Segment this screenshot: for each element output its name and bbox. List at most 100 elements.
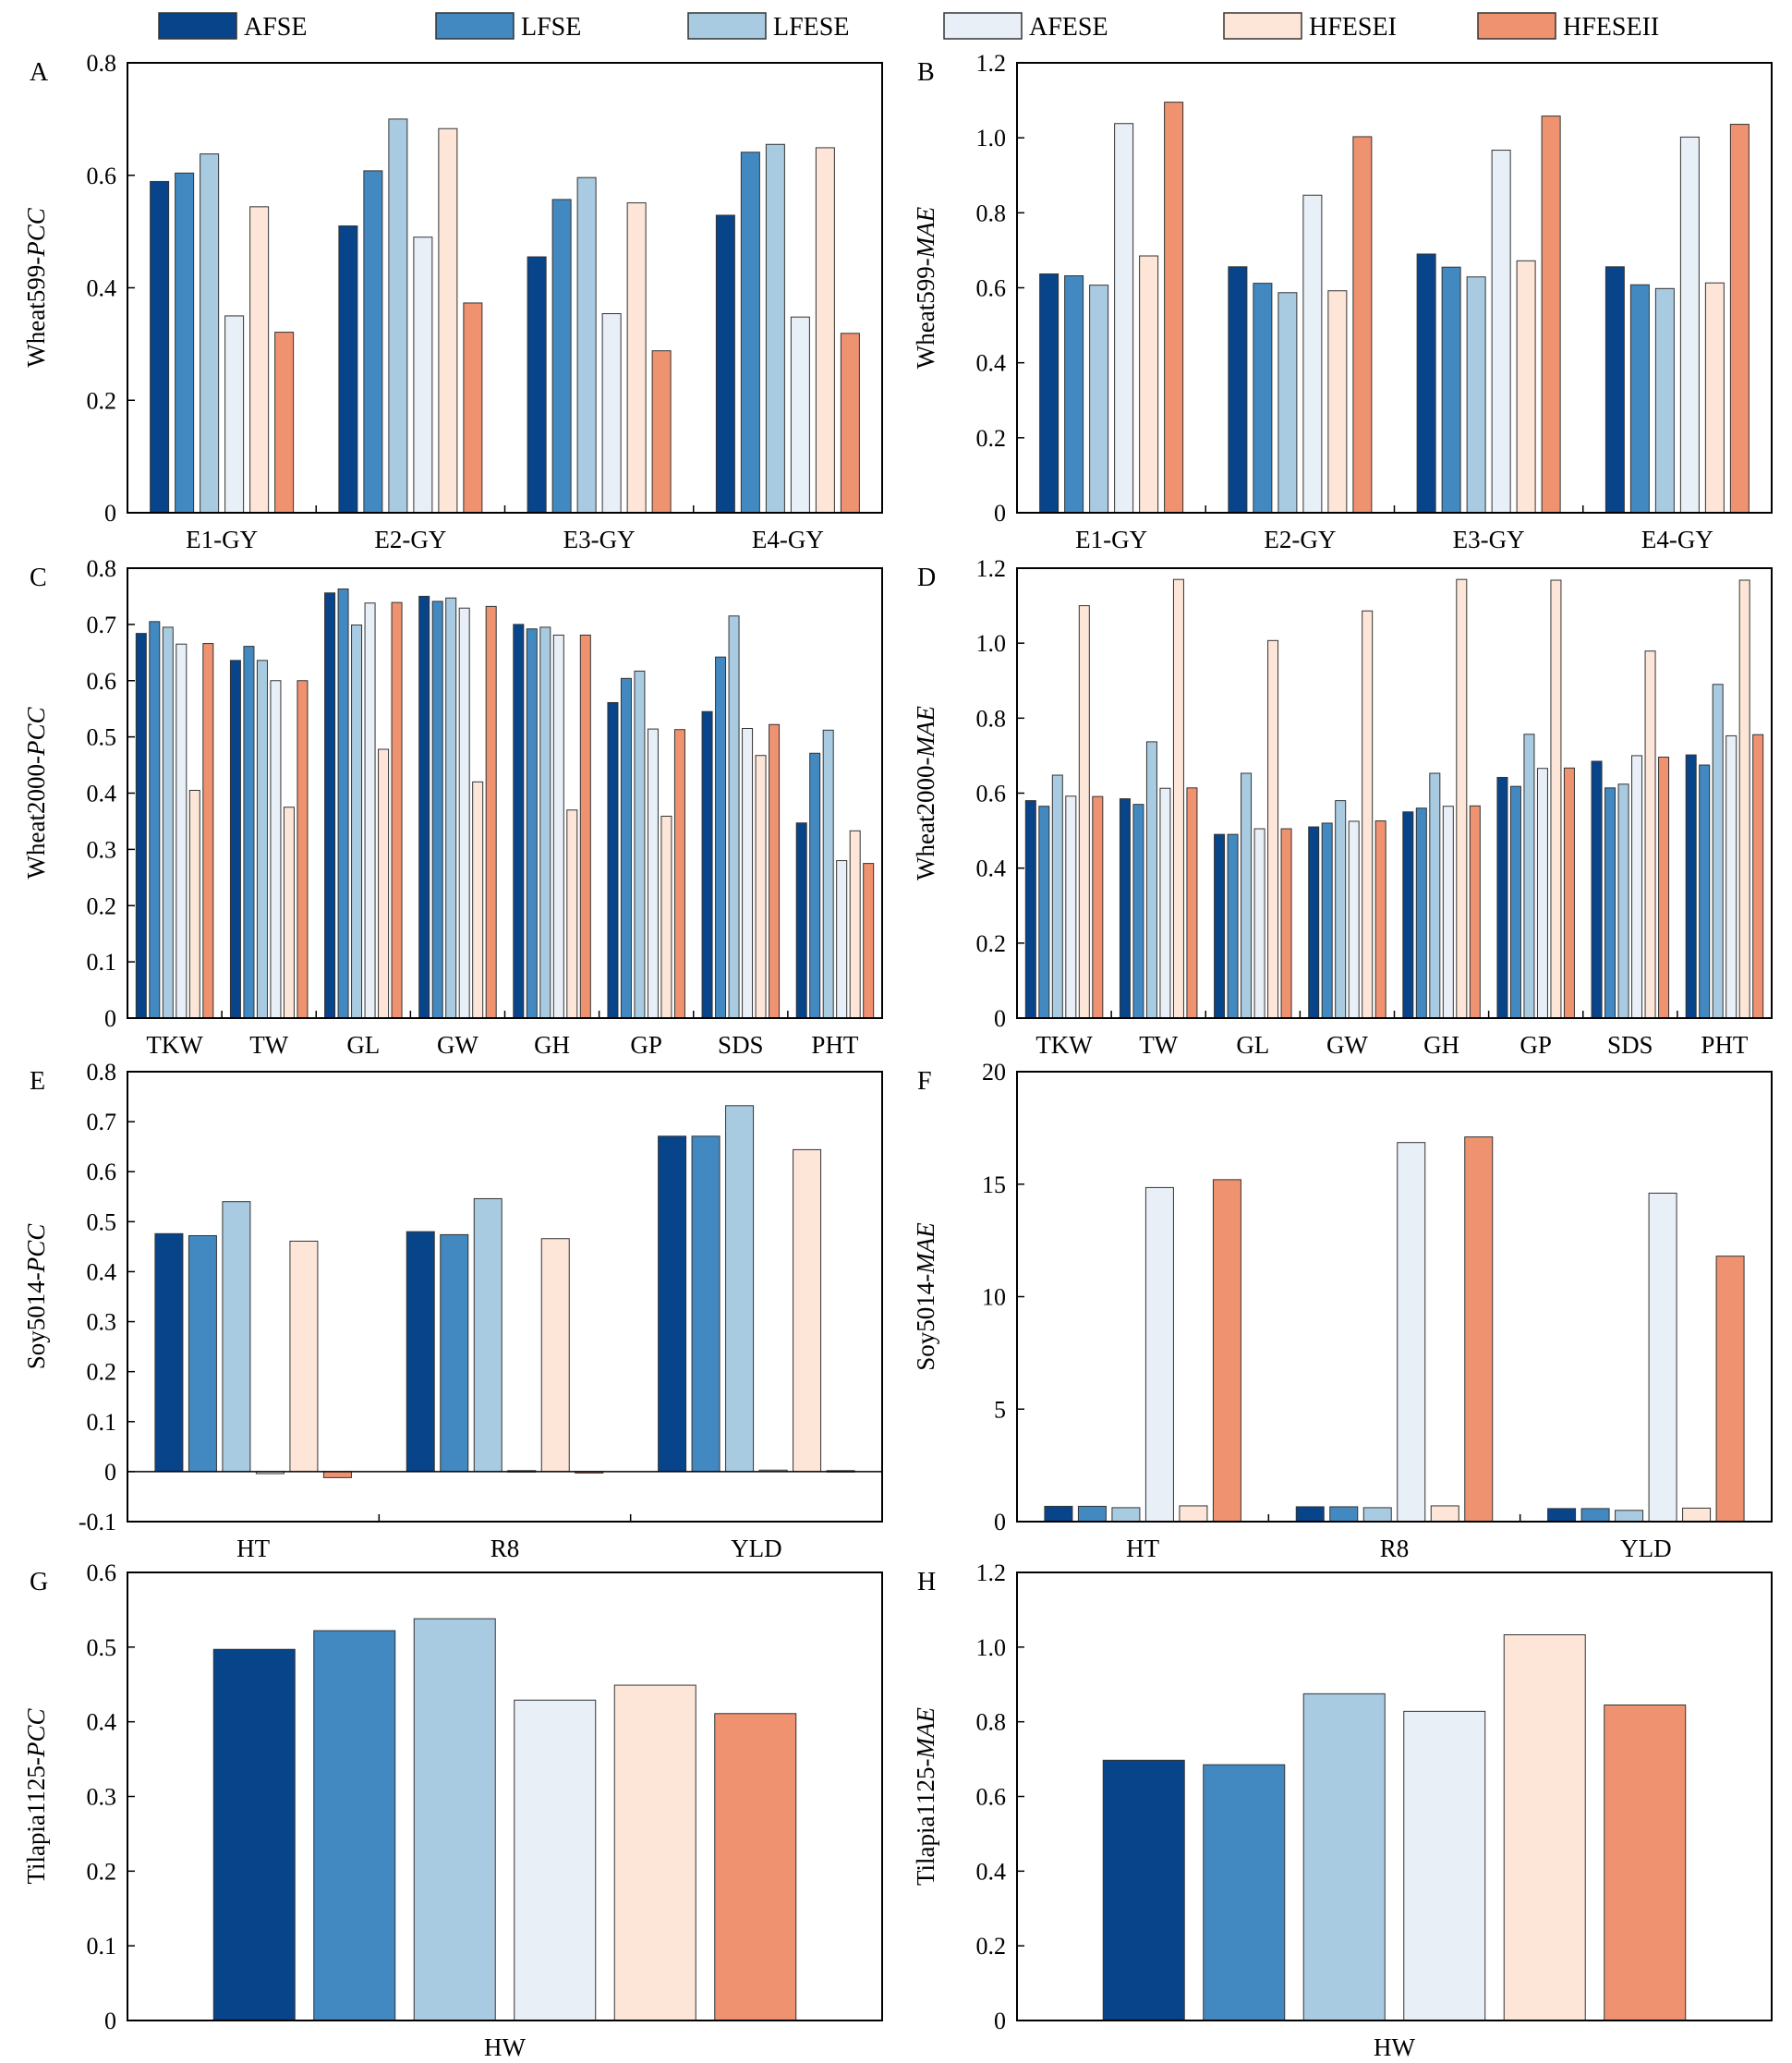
panel-d: D 0 0.2 0.4 0.6 0.8 1.0 1.2 Wheat2000-MAE TKW TW GL… bbox=[912, 555, 1773, 1059]
y-axis-label: Tilapia1125-PCC bbox=[22, 1707, 50, 1884]
legend-item-hfeseii: HFESEII bbox=[1477, 12, 1659, 42]
bar-afse-gp bbox=[1496, 776, 1508, 1019]
legend-item-lfese: LFESE bbox=[687, 12, 849, 42]
bar-hfeseii-pht bbox=[863, 863, 875, 1019]
y-tick-label: 0 bbox=[104, 2008, 116, 2034]
bar-lfse-e4-gy bbox=[1629, 284, 1650, 514]
y-axis-label: Wheat599-MAE bbox=[912, 206, 939, 369]
bar-afese-gl bbox=[1253, 828, 1265, 1019]
legend-item-afese: AFESE bbox=[943, 12, 1108, 42]
x-tick-label: SDS bbox=[1607, 1031, 1653, 1059]
legend-swatch bbox=[1477, 12, 1556, 40]
y-tick-label: 0.8 bbox=[976, 1709, 1007, 1736]
bar-lfese-gh bbox=[1429, 772, 1441, 1019]
x-tick-label: PHT bbox=[1701, 1031, 1749, 1059]
y-tick-label: 0.4 bbox=[976, 1858, 1007, 1885]
x-tick-label: GH bbox=[534, 1031, 570, 1059]
bar-hfeseii-yld bbox=[1715, 1256, 1745, 1523]
bar-afese-tkw bbox=[176, 643, 188, 1019]
bar-lfse-tw bbox=[1132, 804, 1144, 1019]
bar-afse-sds bbox=[1591, 760, 1603, 1019]
legend-swatch bbox=[943, 12, 1023, 40]
y-axis-label-prefix: Wheat2000- bbox=[22, 756, 50, 879]
bar-hfesei-gh bbox=[566, 809, 578, 1019]
bar-lfese-pht bbox=[1712, 684, 1724, 1019]
bar-lfese-e4-gy bbox=[1654, 287, 1675, 514]
bar-lfse-yld bbox=[691, 1135, 720, 1473]
bar-afse-yld bbox=[658, 1135, 687, 1473]
bar-afese-hw bbox=[1403, 1710, 1486, 2021]
bar-hfesei-tkw bbox=[188, 789, 200, 1019]
panel-a: A 0 0.2 0.4 0.6 0.8 Wheat599-PCC E1-GY E2-GY E3-G… bbox=[22, 50, 883, 553]
bar-afese-tw bbox=[1159, 787, 1171, 1019]
y-tick-label: 1.2 bbox=[976, 555, 1007, 582]
bar-lfse-hw bbox=[1203, 1764, 1286, 2021]
y-tick-label: 0.2 bbox=[87, 1858, 117, 1885]
bar-afese-pht bbox=[836, 860, 848, 1019]
y-tick-label: 0.2 bbox=[976, 930, 1007, 957]
x-tick-label: E2-GY bbox=[1264, 526, 1336, 553]
panel-letter: F bbox=[917, 1067, 932, 1096]
bar-afse-gl bbox=[324, 592, 336, 1019]
x-tick-label: YLD bbox=[731, 1535, 782, 1562]
legend: AFSE LFSE LFESE AFESE HFESEI HFESEII bbox=[158, 12, 1659, 42]
legend-swatch bbox=[1223, 12, 1302, 40]
bar-hfeseii-e3-gy bbox=[651, 350, 672, 514]
bar-lfese-e2-gy bbox=[1277, 292, 1298, 514]
bar-lfese-gh bbox=[539, 626, 551, 1019]
bar-afse-yld bbox=[1547, 1508, 1577, 1523]
bar-lfse-gp bbox=[620, 677, 632, 1019]
bar-hfeseii-gl bbox=[1280, 828, 1292, 1019]
bar-lfese-e4-gy bbox=[765, 143, 785, 514]
x-tick-label: TKW bbox=[1035, 1031, 1093, 1059]
bar-lfese-tw bbox=[256, 660, 268, 1019]
bar-lfese-ht bbox=[1111, 1507, 1141, 1523]
bar-lfese-yld bbox=[725, 1105, 755, 1473]
bar-afse-gp bbox=[607, 701, 619, 1019]
y-tick-label: 0.8 bbox=[87, 50, 117, 77]
panel-c: C 0 0.1 0.2 0.3 0.4 0.5 0.6 0.7 0.8 Wheat2000-PCC T… bbox=[22, 555, 883, 1059]
bar-lfese-e1-gy bbox=[1089, 285, 1109, 514]
bar-afse-e1-gy bbox=[1039, 273, 1059, 514]
bar-lfse-tkw bbox=[1038, 806, 1050, 1019]
y-axis-label-prefix: Wheat599- bbox=[22, 257, 50, 368]
legend-swatch bbox=[158, 12, 237, 40]
x-tick-label: TW bbox=[249, 1031, 288, 1059]
x-tick-label: TW bbox=[1139, 1031, 1178, 1059]
y-axis-label-prefix: Wheat599- bbox=[912, 258, 939, 369]
bar-lfse-gh bbox=[1415, 807, 1427, 1019]
bar-afese-gw bbox=[1348, 820, 1360, 1019]
x-tick-label: HT bbox=[236, 1535, 270, 1562]
legend-item-afse: AFSE bbox=[158, 12, 307, 42]
panel-g: G 0 0.1 0.2 0.3 0.4 0.5 0.6 Tilapia1125-PCC HW bbox=[22, 1559, 883, 2061]
bar-afse-sds bbox=[701, 710, 713, 1019]
y-tick-label: 0.4 bbox=[87, 1709, 117, 1736]
bar-lfse-e1-gy bbox=[175, 172, 195, 514]
bar-hfeseii-e2-gy bbox=[463, 302, 483, 514]
x-tick-label: YLD bbox=[1620, 1535, 1672, 1562]
y-tick-label: 0.8 bbox=[976, 200, 1007, 226]
y-tick-label: 0.6 bbox=[976, 1784, 1007, 1811]
bar-hfeseii-gh bbox=[579, 634, 591, 1019]
bar-afese-sds bbox=[1631, 755, 1643, 1019]
x-tick-label: E1-GY bbox=[186, 526, 258, 553]
bar-hfesei-e4-gy bbox=[815, 147, 835, 514]
bar-afse-r8 bbox=[1295, 1506, 1325, 1523]
plot-frame bbox=[1016, 1071, 1773, 1523]
y-tick-label: 0.5 bbox=[87, 1634, 117, 1661]
bar-lfse-gh bbox=[526, 628, 538, 1019]
bar-hfesei-e2-gy bbox=[438, 127, 458, 514]
bar-afese-gw bbox=[458, 607, 470, 1019]
bar-afese-e4-gy bbox=[790, 316, 810, 514]
bar-hfeseii-gp bbox=[1563, 767, 1575, 1019]
bar-hfesei-r8 bbox=[540, 1238, 570, 1473]
bar-afse-gw bbox=[1308, 826, 1320, 1019]
bar-afse-e2-gy bbox=[338, 225, 358, 514]
y-tick-label: 0.6 bbox=[976, 781, 1007, 807]
plot-frame bbox=[1016, 62, 1773, 514]
x-tick-label: HW bbox=[1374, 2033, 1415, 2061]
bar-afese-e3-gy bbox=[1491, 150, 1511, 514]
bar-hfesei-sds bbox=[1644, 650, 1656, 1019]
y-tick-label: 0.4 bbox=[87, 1258, 117, 1285]
